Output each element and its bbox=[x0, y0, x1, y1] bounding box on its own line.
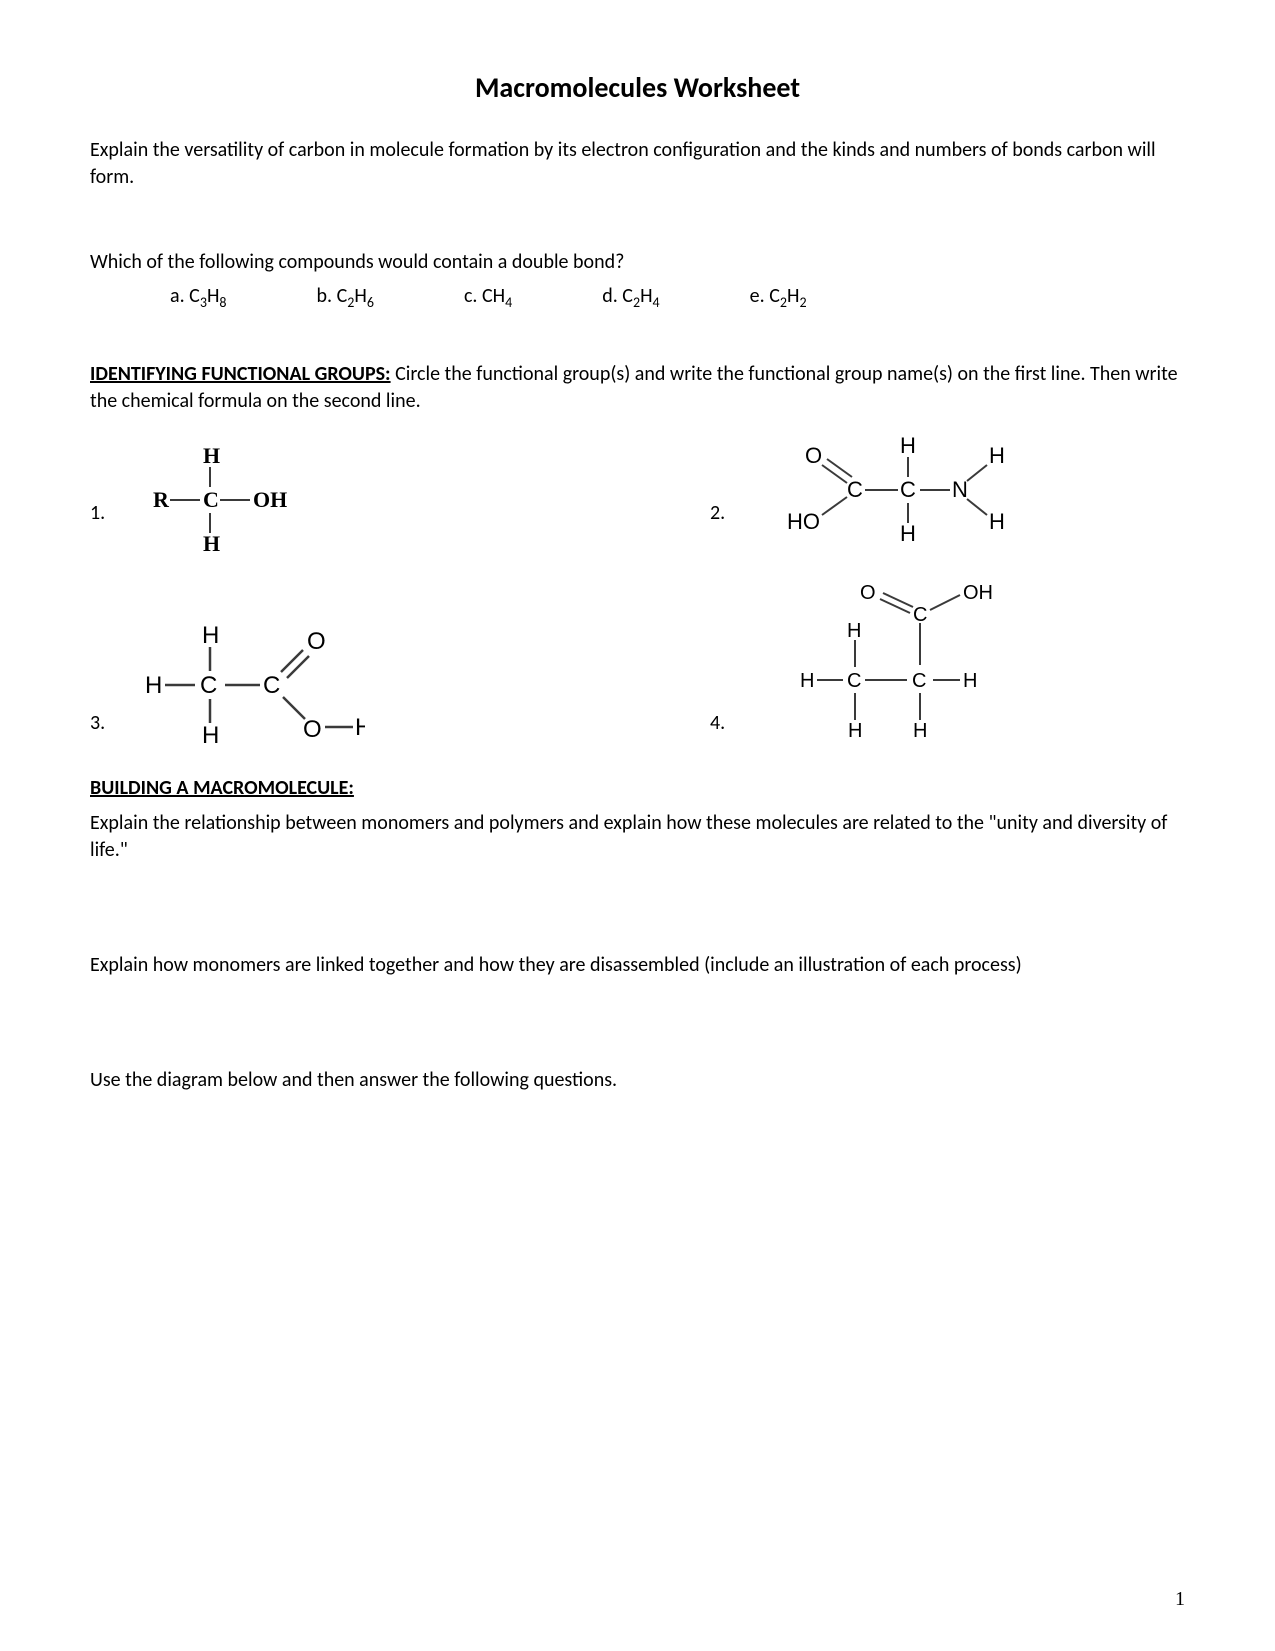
svg-text:H: H bbox=[355, 714, 365, 741]
svg-text:H: H bbox=[202, 622, 219, 649]
svg-text:R: R bbox=[153, 487, 170, 512]
svg-text:H: H bbox=[989, 509, 1005, 534]
svg-text:C: C bbox=[847, 477, 863, 502]
svg-text:C: C bbox=[913, 604, 927, 626]
option-a: a. C3H8 bbox=[170, 284, 227, 311]
structures-row-2: 3. H C H bbox=[90, 585, 1185, 745]
svg-text:C: C bbox=[912, 670, 926, 692]
page-number: 1 bbox=[1175, 1588, 1185, 1611]
question-double-bond: Which of the following compounds would c… bbox=[90, 249, 1185, 276]
svg-text:C: C bbox=[203, 487, 219, 512]
option-b: b. C2H6 bbox=[317, 284, 374, 311]
svg-text:H: H bbox=[800, 670, 814, 692]
svg-text:OH: OH bbox=[253, 487, 287, 512]
structure-1-diagram: R C H H OH bbox=[135, 445, 315, 555]
option-e: e. C2H2 bbox=[750, 284, 807, 311]
svg-text:H: H bbox=[202, 722, 219, 745]
svg-text:O: O bbox=[860, 585, 876, 604]
option-d: d. C2H4 bbox=[602, 284, 659, 311]
svg-text:H: H bbox=[203, 531, 220, 555]
svg-text:O: O bbox=[303, 716, 322, 743]
structures-row-1: 1. R C H H OH 2. bbox=[90, 435, 1185, 555]
structure-2-diagram: O HO C C H H N H H bbox=[755, 435, 1015, 555]
svg-text:H: H bbox=[963, 670, 977, 692]
structure-2-label: 2. bbox=[710, 501, 725, 525]
svg-text:HO: HO bbox=[787, 509, 820, 534]
svg-text:H: H bbox=[900, 435, 916, 458]
building-p1: Explain the relationship between monomer… bbox=[90, 810, 1185, 864]
page-title: Macromolecules Worksheet bbox=[90, 70, 1185, 105]
svg-text:O: O bbox=[307, 628, 326, 655]
svg-text:H: H bbox=[145, 672, 162, 699]
structure-3-diagram: H C H H C O O H bbox=[135, 615, 365, 745]
option-c: c. CH4 bbox=[464, 284, 512, 311]
building-p3: Use the diagram below and then answer th… bbox=[90, 1067, 1185, 1094]
functional-groups-heading: IDENTIFYING FUNCTIONAL GROUPS: bbox=[90, 362, 391, 386]
functional-groups-intro: IDENTIFYING FUNCTIONAL GROUPS: Circle th… bbox=[90, 361, 1185, 415]
svg-text:C: C bbox=[847, 670, 861, 692]
svg-text:O: O bbox=[805, 443, 822, 468]
svg-text:N: N bbox=[952, 477, 968, 502]
building-p2: Explain how monomers are linked together… bbox=[90, 952, 1185, 979]
structure-3-label: 3. bbox=[90, 711, 105, 735]
building-section: BUILDING A MACROMOLECULE: bbox=[90, 775, 1185, 802]
structure-1-label: 1. bbox=[90, 501, 105, 525]
options-row: a. C3H8 b. C2H6 c. CH4 d. C2H4 e. C2H2 bbox=[90, 284, 1185, 311]
svg-text:H: H bbox=[847, 620, 861, 642]
svg-text:OH: OH bbox=[963, 585, 993, 604]
structure-4-label: 4. bbox=[710, 711, 725, 735]
svg-text:C: C bbox=[263, 672, 280, 699]
svg-text:C: C bbox=[900, 477, 916, 502]
svg-text:H: H bbox=[848, 720, 862, 742]
svg-text:H: H bbox=[989, 443, 1005, 468]
svg-text:C: C bbox=[200, 672, 217, 699]
svg-text:H: H bbox=[900, 521, 916, 546]
building-heading: BUILDING A MACROMOLECULE: bbox=[90, 776, 354, 800]
structure-4-diagram: O OH C H H C C H H H bbox=[755, 585, 1005, 745]
svg-text:H: H bbox=[203, 445, 220, 468]
svg-text:H: H bbox=[913, 720, 927, 742]
intro-paragraph: Explain the versatility of carbon in mol… bbox=[90, 137, 1185, 191]
